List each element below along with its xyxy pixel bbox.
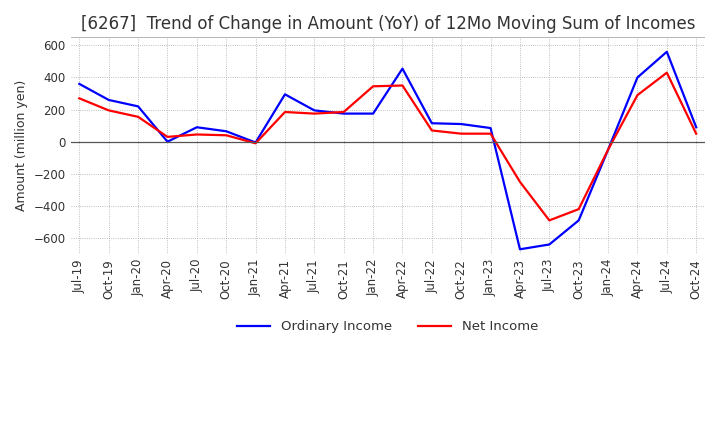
Ordinary Income [486,125,495,131]
Ordinary Income [457,121,466,127]
Ordinary Income [310,108,319,113]
Ordinary Income [281,92,289,97]
Net Income [398,83,407,88]
Net Income [134,114,143,119]
Net Income [662,70,671,75]
Ordinary Income [192,125,201,130]
Net Income [75,96,84,101]
Ordinary Income [516,247,524,252]
Ordinary Income [428,121,436,126]
Net Income [428,128,436,133]
Net Income [575,206,583,212]
Net Income [222,132,230,138]
Ordinary Income [251,140,260,145]
Ordinary Income [104,97,113,103]
Ordinary Income [633,75,642,80]
Net Income [310,111,319,116]
Ordinary Income [575,218,583,223]
Net Income [516,179,524,184]
Ordinary Income [75,81,84,87]
Line: Net Income: Net Income [79,73,696,220]
Net Income [192,132,201,137]
Net Income [369,84,377,89]
Ordinary Income [339,111,348,116]
Ordinary Income [369,111,377,116]
Title: [6267]  Trend of Change in Amount (YoY) of 12Mo Moving Sum of Incomes: [6267] Trend of Change in Amount (YoY) o… [81,15,695,33]
Net Income [692,131,701,136]
Ordinary Income [163,139,172,144]
Ordinary Income [604,147,613,152]
Ordinary Income [545,242,554,247]
Net Income [457,131,466,136]
Line: Ordinary Income: Ordinary Income [79,52,696,249]
Net Income [281,110,289,115]
Y-axis label: Amount (million yen): Amount (million yen) [15,80,28,211]
Net Income [545,218,554,223]
Net Income [339,110,348,115]
Net Income [251,141,260,146]
Ordinary Income [222,128,230,134]
Net Income [104,108,113,113]
Net Income [163,134,172,139]
Ordinary Income [134,104,143,109]
Ordinary Income [398,66,407,71]
Ordinary Income [692,125,701,130]
Ordinary Income [662,49,671,55]
Legend: Ordinary Income, Net Income: Ordinary Income, Net Income [232,315,544,338]
Net Income [604,147,613,152]
Net Income [633,92,642,98]
Net Income [486,131,495,136]
